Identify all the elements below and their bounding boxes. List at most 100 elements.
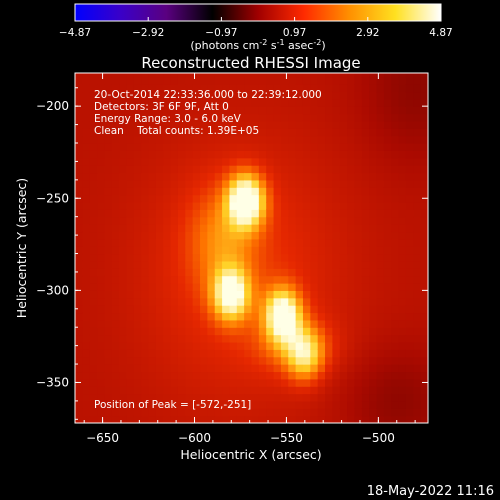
heatmap-cell bbox=[207, 319, 216, 328]
heatmap-cell bbox=[229, 312, 238, 321]
heatmap-cell bbox=[258, 364, 267, 373]
heatmap-cell bbox=[325, 400, 333, 409]
heatmap-cell bbox=[133, 120, 142, 129]
heatmap-cell bbox=[141, 268, 150, 277]
heatmap-cell bbox=[258, 400, 267, 409]
heatmap-cell bbox=[104, 209, 113, 218]
heatmap-cell bbox=[302, 400, 311, 409]
heatmap-cell bbox=[163, 106, 172, 115]
heatmap-cell bbox=[170, 415, 179, 423]
heatmap-cell bbox=[207, 364, 216, 373]
heatmap-cell bbox=[332, 356, 341, 365]
heatmap-cell bbox=[295, 334, 304, 343]
heatmap-cell bbox=[192, 238, 201, 247]
heatmap-cell bbox=[369, 341, 378, 350]
colorbar-tick-label: −4.87 bbox=[59, 27, 91, 39]
heatmap-cell bbox=[258, 76, 267, 85]
heatmap-cell bbox=[75, 415, 83, 423]
heatmap-cell bbox=[398, 231, 407, 240]
heatmap-cell bbox=[339, 371, 348, 380]
heatmap-cell bbox=[383, 260, 392, 269]
heatmap-cell bbox=[251, 73, 260, 78]
heatmap-cell bbox=[273, 268, 282, 277]
heatmap-cell bbox=[155, 98, 164, 107]
heatmap-cell bbox=[310, 327, 319, 336]
heatmap-cell bbox=[420, 246, 428, 255]
heatmap-cell bbox=[376, 231, 385, 240]
heatmap-cell bbox=[148, 283, 157, 291]
heatmap-cell bbox=[185, 120, 194, 129]
heatmap-cell bbox=[244, 91, 253, 100]
heatmap-cell bbox=[391, 386, 400, 395]
heatmap-cell bbox=[420, 327, 428, 336]
heatmap-cell bbox=[369, 378, 378, 387]
heatmap-cell bbox=[369, 268, 378, 277]
heatmap-cell bbox=[413, 319, 422, 328]
heatmap-cell bbox=[244, 157, 253, 166]
heatmap-cell bbox=[200, 187, 208, 196]
heatmap-cell bbox=[111, 393, 120, 402]
heatmap-cell bbox=[148, 268, 157, 277]
heatmap-cell bbox=[317, 253, 326, 262]
heatmap-cell bbox=[383, 120, 392, 129]
heatmap-cell bbox=[133, 312, 142, 321]
heatmap-cell bbox=[244, 209, 253, 218]
heatmap-cell bbox=[398, 260, 407, 269]
heatmap-cell bbox=[302, 268, 311, 277]
heatmap-cell bbox=[258, 312, 267, 321]
heatmap-cell bbox=[273, 386, 282, 395]
heatmap-cell bbox=[229, 172, 238, 181]
heatmap-cell bbox=[97, 297, 106, 306]
heatmap-cell bbox=[75, 371, 83, 380]
heatmap-cell bbox=[376, 128, 385, 137]
heatmap-cell bbox=[236, 120, 245, 129]
heatmap-cell bbox=[391, 216, 400, 225]
heatmap-cell bbox=[325, 84, 333, 93]
heatmap-cell bbox=[354, 98, 363, 107]
heatmap-cell bbox=[111, 179, 120, 188]
heatmap-cell bbox=[236, 98, 245, 107]
heatmap-cell bbox=[236, 106, 245, 115]
heatmap-cell bbox=[302, 120, 311, 129]
heatmap-cell bbox=[383, 371, 392, 380]
heatmap-cell bbox=[288, 408, 297, 417]
heatmap-cell bbox=[398, 216, 407, 225]
heatmap-cell bbox=[383, 408, 392, 417]
heatmap-cell bbox=[369, 231, 378, 240]
heatmap-cell bbox=[288, 290, 297, 299]
heatmap-cell bbox=[280, 84, 289, 93]
heatmap-cell bbox=[214, 128, 223, 137]
heatmap-cell bbox=[214, 312, 223, 321]
heatmap-cell bbox=[288, 238, 297, 247]
heatmap-cell bbox=[104, 84, 113, 93]
heatmap-cell bbox=[347, 283, 356, 291]
heatmap-cell bbox=[236, 135, 245, 144]
heatmap-cell bbox=[170, 84, 179, 93]
heatmap-cell bbox=[244, 297, 253, 306]
heatmap-cell bbox=[391, 128, 400, 137]
heatmap-cell bbox=[302, 179, 311, 188]
heatmap-cell bbox=[214, 334, 223, 343]
heatmap-cell bbox=[361, 179, 370, 188]
heatmap-cell bbox=[354, 224, 363, 233]
heatmap-cell bbox=[163, 216, 172, 225]
heatmap-cell bbox=[155, 231, 164, 240]
heatmap-cell bbox=[325, 408, 333, 417]
heatmap-cell bbox=[148, 327, 157, 336]
heatmap-cell bbox=[420, 143, 428, 151]
heatmap-cell bbox=[111, 378, 120, 387]
heatmap-cell bbox=[354, 349, 363, 358]
heatmap-cell bbox=[148, 187, 157, 196]
heatmap-cell bbox=[317, 408, 326, 417]
heatmap-cell bbox=[413, 297, 422, 306]
heatmap-cell bbox=[119, 371, 128, 380]
heatmap-cell bbox=[207, 260, 216, 269]
heatmap-cell bbox=[383, 201, 392, 210]
heatmap-cell bbox=[391, 143, 400, 151]
heatmap-cell bbox=[185, 246, 194, 255]
heatmap-cell bbox=[317, 246, 326, 255]
heatmap-cell bbox=[288, 334, 297, 343]
heatmap-cell bbox=[420, 76, 428, 85]
heatmap-cell bbox=[258, 73, 267, 78]
heatmap-cell bbox=[155, 260, 164, 269]
